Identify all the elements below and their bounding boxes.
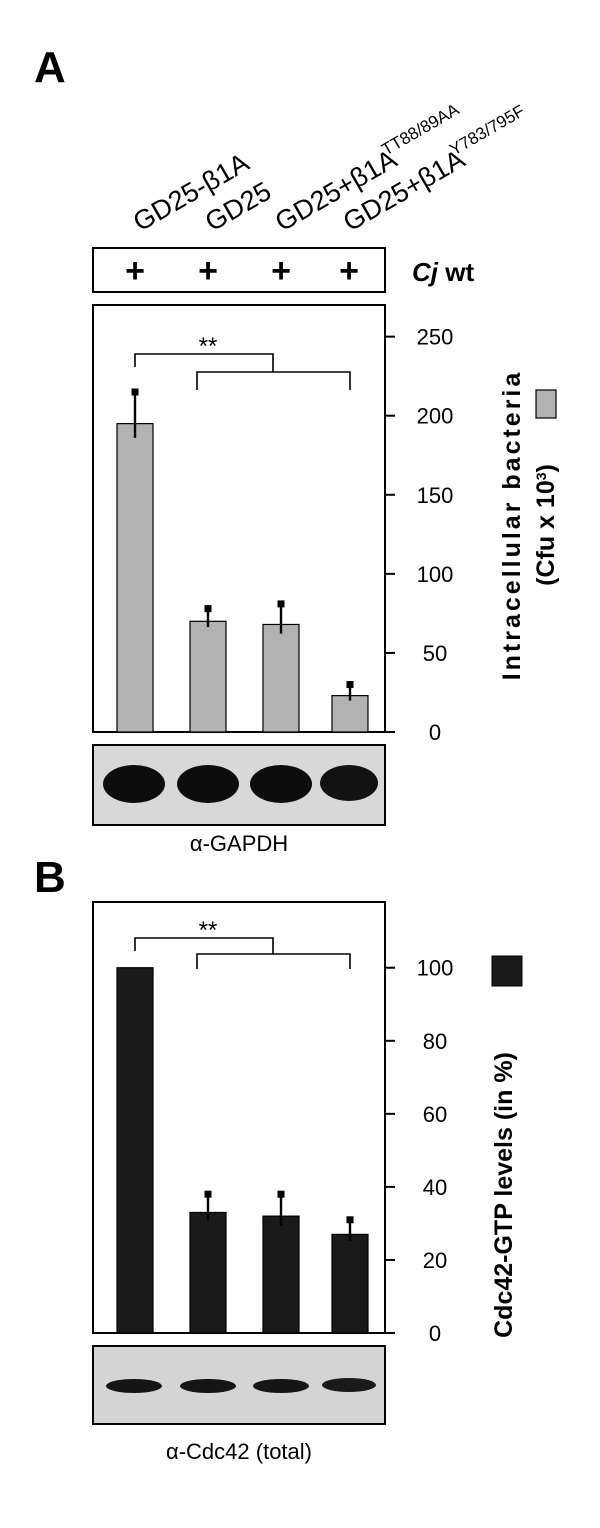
panel-a-ylabel-sup: 3 — [533, 472, 549, 480]
panel-b-bracket-lower — [196, 953, 351, 969]
panel-b-letter: B — [34, 853, 66, 902]
gapdh-band-3 — [250, 765, 312, 803]
panel-a-ylabel-line2: (Cfu x 103) — [532, 464, 560, 586]
cdc42-band-4 — [322, 1378, 376, 1392]
panel-a-significance-bracket — [134, 353, 351, 390]
treatment-label-rest: wt — [438, 257, 474, 287]
panel-b-significance-bracket — [134, 937, 351, 969]
cdc42-band-2 — [180, 1379, 236, 1393]
panel-b-bar-4 — [331, 1233, 369, 1334]
panel-a-errorcap-2 — [204, 605, 212, 613]
panel-b-bar-2 — [189, 1211, 227, 1334]
panel-a-significance-stars: ** — [199, 333, 218, 360]
panel-a-ylabel-close: ) — [532, 464, 560, 472]
panel-a-axis: 0 50 100 150 200 250 — [385, 325, 453, 745]
treatment-mark-1: + — [125, 252, 145, 290]
panel-a-bar-4 — [331, 695, 369, 733]
panel-a-legend-swatch — [535, 389, 557, 419]
panel-b-errorcap-2 — [204, 1190, 212, 1198]
treatment-box — [92, 247, 386, 293]
panel-b-ytick-label-100: 100 — [417, 956, 454, 981]
panel-b-ytick-label-0: 0 — [429, 1321, 441, 1346]
panel-a-blot-bands — [103, 765, 378, 803]
panel-b-ylabel-text: Cdc42-GTP levels (in %) — [490, 1052, 518, 1338]
cdc42-band-1 — [106, 1379, 162, 1393]
treatment-mark-4: + — [339, 252, 359, 290]
panel-b-errorcap-4 — [346, 1216, 354, 1224]
panel-b-ytick-label-20: 20 — [423, 1248, 447, 1273]
panel-b-bracket-upper — [134, 937, 274, 954]
panel-a-ytick-label-250: 250 — [417, 325, 454, 350]
panel-a-ytick-label-50: 50 — [423, 641, 447, 666]
panel-b-ytick-label-80: 80 — [423, 1029, 447, 1054]
gapdh-band-4 — [320, 765, 378, 801]
panel-b-bar-3 — [262, 1215, 300, 1334]
panel-b-ytick-label-40: 40 — [423, 1175, 447, 1200]
panel-a-bar-3 — [262, 623, 300, 733]
panel-a-errorcap-3 — [277, 600, 285, 608]
gapdh-band-1 — [103, 765, 165, 803]
panel-a-bracket-upper — [134, 353, 274, 372]
panel-a-errorcap-4 — [346, 681, 354, 689]
treatment-label: Cj wt — [412, 257, 474, 287]
panel-a-ytick-label-200: 200 — [417, 404, 454, 429]
panel-a-errorcap-1 — [131, 388, 139, 396]
panel-a-bar-2 — [189, 620, 227, 733]
panel-b-errorcap-3 — [277, 1190, 285, 1198]
panel-b-ylabel: Cdc42-GTP levels (in %) — [490, 1052, 518, 1338]
panel-a-ytick-label-100: 100 — [417, 562, 454, 587]
panel-b-blot-label: α-Cdc42 (total) — [166, 1439, 312, 1464]
panel-b-legend-swatch — [491, 955, 523, 987]
panel-a-bar-1 — [116, 423, 154, 733]
panel-b-ytick-label-60: 60 — [423, 1102, 447, 1127]
panel-b-significance-stars: ** — [199, 917, 218, 944]
panel-a-bars — [116, 388, 369, 733]
panel-a-bracket-lower — [196, 371, 351, 390]
panel-b-bar-1 — [116, 967, 154, 1334]
gapdh-band-2 — [177, 765, 239, 803]
treatment-label-italic: Cj — [412, 257, 439, 287]
cdc42-band-3 — [253, 1379, 309, 1393]
panel-b-blot-bands — [106, 1378, 376, 1393]
panel-a-ytick-label-150: 150 — [417, 483, 454, 508]
treatment-mark-2: + — [198, 252, 218, 290]
treatment-mark-3: + — [271, 252, 291, 290]
panel-a-ylabel-line2-text: (Cfu x 10 — [532, 480, 560, 586]
panel-a-ylabel: Intracellular bacteria (Cfu x 103) — [498, 370, 560, 681]
panel-a-ylabel-line1: Intracellular bacteria — [498, 370, 526, 681]
panel-a-blot-label: α-GAPDH — [190, 831, 288, 856]
panel-a-ytick-label-0: 0 — [429, 720, 441, 745]
panel-b-bars — [116, 967, 369, 1334]
panel-a-letter: A — [34, 43, 66, 92]
panel-b-axis: 0 20 40 60 80 100 — [385, 956, 453, 1346]
